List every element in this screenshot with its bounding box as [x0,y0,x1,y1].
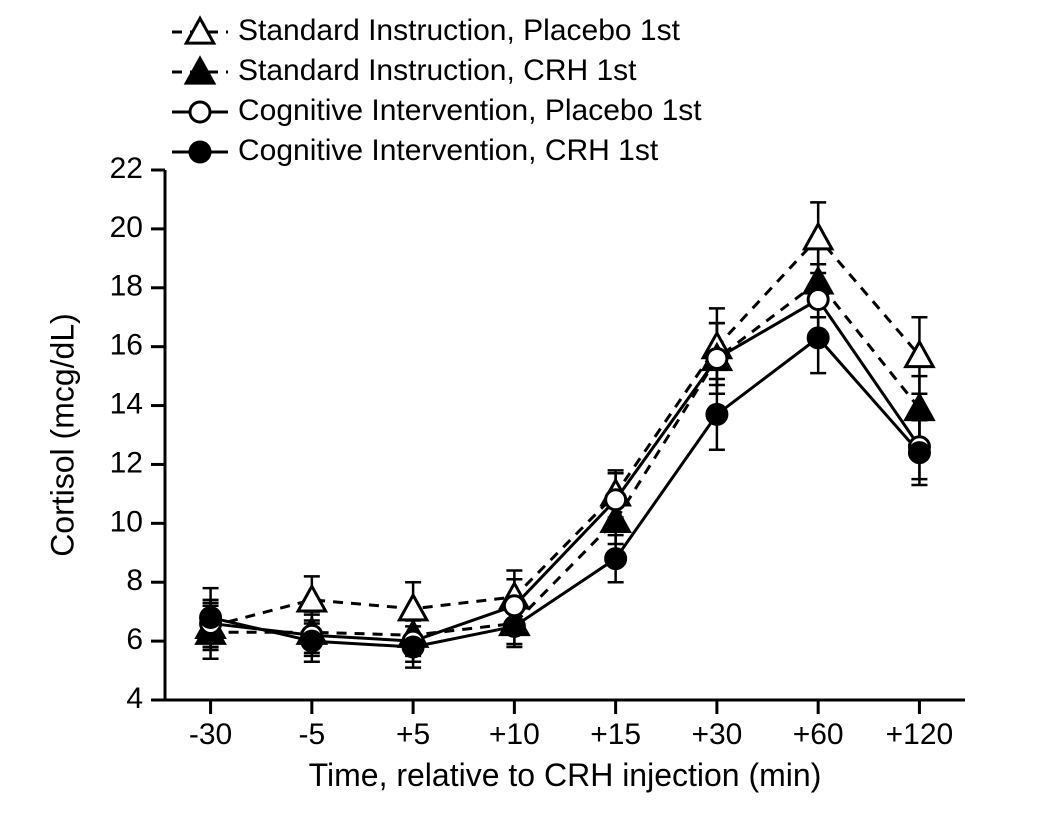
legend-label-si-placebo: Standard Instruction, Placebo 1st [238,14,681,47]
y-tick-label: 16 [110,329,143,362]
y-tick-label: 6 [126,623,143,656]
x-axis-label: Time, relative to CRH injection (min) [309,757,822,793]
y-tick-label: 10 [110,505,143,538]
x-tick-label: +120 [886,718,954,751]
cortisol-line-chart: 4 6 8 10 12 14 16 18 20 22 -30 -5 +5 +10 +15 +30 +60 +120… [0,0,1050,813]
chart-container: 4 6 8 10 12 14 16 18 20 22 -30 -5 +5 +10 +15 +30 +60 +120… [0,0,1050,813]
legend-label-ci-crh: Cognitive Intervention, CRH 1st [238,134,659,167]
x-tick-label: -5 [298,718,325,751]
x-tick-label: +30 [691,718,742,751]
y-tick-label: 18 [110,270,143,303]
x-tick-label: +15 [590,718,641,751]
legend-label-si-crh: Standard Instruction, CRH 1st [238,54,637,87]
y-tick-label: 8 [126,564,143,597]
x-tick-label: +10 [489,718,540,751]
legend-label-ci-placebo: Cognitive Intervention, Placebo 1st [238,94,702,127]
x-tick-label: +60 [793,718,844,751]
x-tick-label: -30 [189,718,232,751]
y-tick-label: 22 [110,152,143,185]
y-axis-label: Cortisol (mcg/dL) [44,313,80,557]
y-tick-label: 12 [110,446,143,479]
x-tick-label: +5 [396,718,430,751]
y-tick-label: 14 [110,387,143,420]
y-tick-label: 4 [126,682,143,715]
y-tick-label: 20 [110,211,143,244]
